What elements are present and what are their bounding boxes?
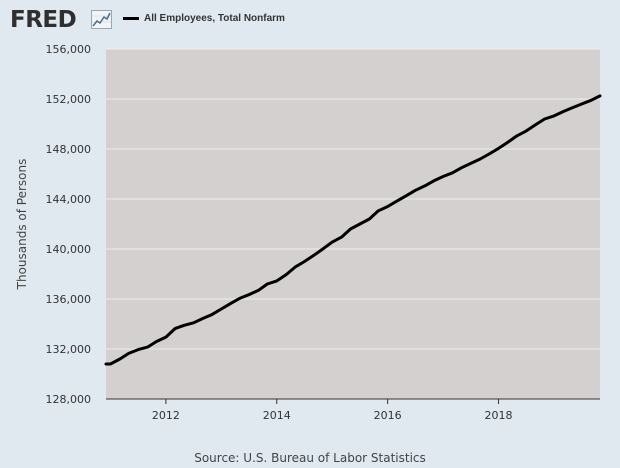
y-tick-label: 132,000 [46,343,92,356]
y-tick-label: 156,000 [46,43,92,56]
y-axis-title: Thousands of Persons [15,159,29,291]
legend-label: All Employees, Total Nonfarm [144,13,285,24]
legend-line-swatch [123,17,139,20]
chart-legend: All Employees, Total Nonfarm [123,13,285,24]
y-tick-label: 152,000 [46,93,92,106]
y-tick-label: 140,000 [46,243,92,256]
series-line [104,94,602,366]
y-tick-label: 128,000 [46,393,92,406]
y-tick-label: 136,000 [46,293,92,306]
y-tick-label: 148,000 [46,143,92,156]
x-tick-label: 2018 [485,409,513,422]
x-tick-label: 2016 [374,409,402,422]
fred-logo[interactable]: FRED [10,7,77,33]
plot-area [106,49,600,399]
x-tick-label: 2014 [263,409,291,422]
x-tick-label: 2012 [152,409,180,422]
fred-logo-graph-icon [91,10,112,29]
y-tick-label: 144,000 [46,193,92,206]
source-note: Source: U.S. Bureau of Labor Statistics [194,451,426,465]
